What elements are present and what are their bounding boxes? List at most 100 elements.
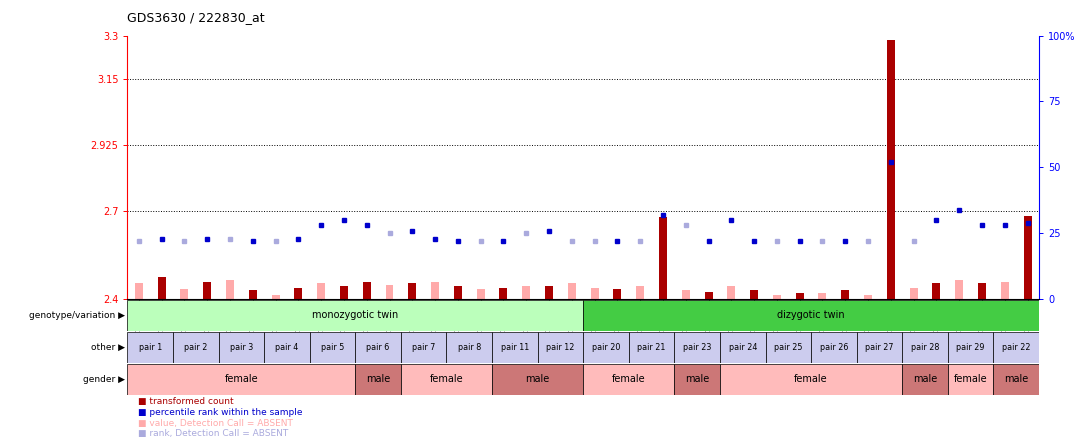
Text: ■ transformed count: ■ transformed count [138, 397, 234, 406]
Bar [811, 332, 856, 363]
Text: pair 22: pair 22 [1002, 343, 1030, 352]
Bar [583, 332, 629, 363]
Text: pair 2: pair 2 [184, 343, 207, 352]
Bar [994, 364, 1039, 395]
Bar [613, 289, 621, 299]
Text: male: male [526, 374, 550, 384]
Text: pair 3: pair 3 [230, 343, 253, 352]
Text: pair 5: pair 5 [321, 343, 345, 352]
Bar [902, 332, 948, 363]
Bar [1024, 216, 1031, 299]
Text: pair 11: pair 11 [501, 343, 529, 352]
Bar [265, 332, 310, 363]
Bar [629, 332, 674, 363]
Text: female: female [430, 374, 463, 384]
Bar [127, 332, 173, 363]
Bar [674, 332, 720, 363]
Text: GDS3630 / 222830_at: GDS3630 / 222830_at [127, 11, 265, 24]
Text: gender ▶: gender ▶ [83, 375, 125, 384]
Bar [271, 295, 280, 299]
Bar [538, 332, 583, 363]
Text: pair 7: pair 7 [411, 343, 435, 352]
Bar [355, 332, 401, 363]
Text: pair 29: pair 29 [957, 343, 985, 352]
Bar [659, 217, 667, 299]
Bar [681, 290, 690, 299]
Text: female: female [225, 374, 258, 384]
Bar [674, 364, 720, 395]
Text: female: female [954, 374, 987, 384]
Bar [856, 332, 902, 363]
Bar [401, 332, 446, 363]
Bar [401, 364, 492, 395]
Bar [720, 332, 766, 363]
Text: pair 20: pair 20 [592, 343, 620, 352]
Bar [932, 283, 941, 299]
Text: other ▶: other ▶ [92, 343, 125, 352]
Bar [295, 288, 302, 299]
Text: pair 1: pair 1 [138, 343, 162, 352]
Bar [751, 290, 758, 299]
Bar [173, 332, 218, 363]
Bar [492, 364, 583, 395]
Bar [636, 286, 644, 299]
Bar [766, 332, 811, 363]
Bar [355, 364, 401, 395]
Text: dizygotic twin: dizygotic twin [778, 310, 845, 320]
Bar [499, 288, 508, 299]
Bar [454, 286, 462, 299]
Bar [158, 277, 165, 299]
Bar [318, 283, 325, 299]
Bar [727, 286, 735, 299]
Bar [819, 293, 826, 299]
Bar [948, 364, 994, 395]
Bar [310, 332, 355, 363]
Text: pair 25: pair 25 [774, 343, 802, 352]
Bar [476, 289, 485, 299]
Bar [386, 285, 393, 299]
Bar [773, 295, 781, 299]
Text: genotype/variation ▶: genotype/variation ▶ [29, 311, 125, 320]
Bar [591, 288, 598, 299]
Bar [135, 283, 143, 299]
Text: pair 21: pair 21 [637, 343, 665, 352]
Bar [127, 300, 583, 331]
Bar [887, 40, 895, 299]
Bar [545, 286, 553, 299]
Text: male: male [685, 374, 710, 384]
Text: pair 4: pair 4 [275, 343, 298, 352]
Text: pair 23: pair 23 [683, 343, 712, 352]
Text: male: male [366, 374, 390, 384]
Bar [363, 281, 370, 299]
Text: female: female [612, 374, 646, 384]
Bar [226, 280, 234, 299]
Bar [523, 286, 530, 299]
Bar [978, 283, 986, 299]
Bar [446, 332, 492, 363]
Bar [841, 290, 849, 299]
Bar [796, 293, 804, 299]
Bar [568, 283, 576, 299]
Bar [180, 289, 188, 299]
Text: male: male [1004, 374, 1028, 384]
Text: pair 28: pair 28 [910, 343, 940, 352]
Text: pair 8: pair 8 [458, 343, 481, 352]
Text: male: male [913, 374, 937, 384]
Bar [864, 295, 872, 299]
Text: pair 27: pair 27 [865, 343, 893, 352]
Bar [1001, 281, 1009, 299]
Text: monozygotic twin: monozygotic twin [312, 310, 399, 320]
Bar [340, 286, 348, 299]
Bar [948, 332, 994, 363]
Bar [583, 364, 674, 395]
Bar [431, 281, 440, 299]
Bar [203, 281, 212, 299]
Text: pair 24: pair 24 [729, 343, 757, 352]
Text: female: female [794, 374, 828, 384]
Bar [218, 332, 265, 363]
Bar [704, 292, 713, 299]
Text: pair 6: pair 6 [366, 343, 390, 352]
Bar [583, 300, 1039, 331]
Bar [492, 332, 538, 363]
Bar [248, 290, 257, 299]
